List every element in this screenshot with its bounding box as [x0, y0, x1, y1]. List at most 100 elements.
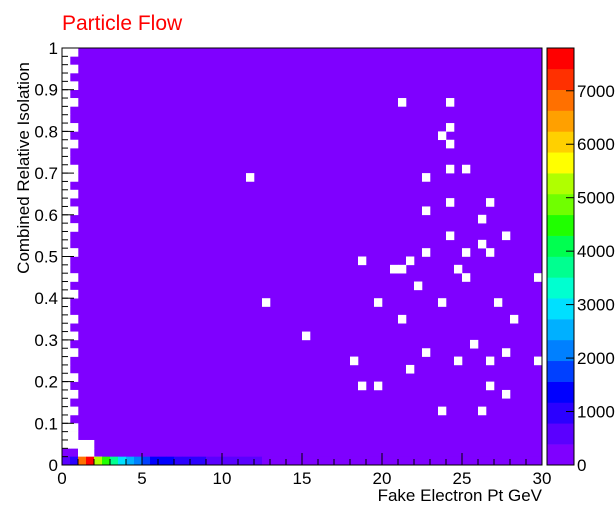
empty-cell: [62, 223, 71, 232]
y-tick-label: 0.6: [34, 206, 58, 225]
empty-cell: [62, 406, 71, 416]
heatmap-cell: [382, 456, 391, 466]
heatmap-cell: [198, 456, 207, 466]
color-scale-segment: [547, 110, 574, 132]
color-scale-label: 5000: [577, 189, 615, 208]
empty-cell: [446, 198, 455, 207]
empty-cell: [62, 273, 71, 282]
color-scale-segment: [547, 402, 574, 424]
empty-cell: [70, 248, 79, 257]
empty-cell: [62, 248, 71, 257]
empty-cell: [70, 273, 79, 282]
empty-cell: [86, 448, 95, 457]
color-scale-segment: [547, 214, 574, 236]
color-scale-segment: [547, 381, 574, 403]
heatmap-cell: [526, 456, 535, 466]
empty-cell: [62, 73, 71, 82]
empty-cell: [62, 139, 71, 149]
heatmap-cell: [214, 456, 223, 466]
empty-cell: [374, 381, 383, 391]
heatmap-cell: [494, 456, 503, 466]
heatmap-cell: [102, 456, 111, 466]
color-scale-segment: [547, 319, 574, 341]
empty-cell: [70, 98, 79, 107]
empty-cell: [62, 431, 71, 441]
heatmap-cell: [158, 456, 167, 466]
heatmap-cell: [518, 456, 527, 466]
heatmap-cell: [342, 456, 351, 466]
heatmap-cell: [230, 456, 239, 466]
color-scale-segment: [547, 298, 574, 320]
heatmap-cell: [446, 456, 455, 466]
empty-cell: [398, 98, 407, 107]
y-tick-label: 0: [49, 456, 58, 475]
empty-cell: [62, 281, 71, 291]
empty-cell: [62, 339, 71, 349]
heatmap-cells: [62, 48, 543, 466]
color-scale-label: 0: [577, 456, 586, 475]
empty-cell: [446, 98, 455, 107]
heatmap-cell: [142, 456, 151, 466]
empty-cell: [70, 164, 79, 174]
x-tick-label: 0: [57, 469, 66, 488]
empty-cell: [62, 314, 71, 324]
color-scale-ticks: 0 1000 2000 3000 4000 5000 6000 7000: [566, 82, 615, 475]
empty-cell: [78, 439, 87, 449]
y-tick-label: 0.4: [34, 289, 58, 308]
empty-cell: [262, 298, 271, 307]
empty-cell: [70, 439, 79, 449]
empty-cell: [62, 331, 71, 341]
empty-cell: [478, 239, 487, 249]
heatmap-cell: [262, 456, 271, 466]
empty-cell: [62, 148, 71, 157]
color-scale-segment: [547, 48, 574, 70]
empty-cell: [478, 406, 487, 416]
empty-cell: [62, 56, 71, 65]
heatmap-cell: [478, 456, 487, 466]
heatmap-cell: [350, 456, 359, 466]
empty-cell: [62, 173, 71, 182]
color-scale-label: 7000: [577, 82, 615, 101]
heatmap-cell: [366, 456, 375, 466]
empty-cell: [62, 389, 71, 399]
empty-cell: [62, 348, 71, 357]
empty-cell: [70, 123, 79, 132]
heatmap-cell: [78, 456, 87, 466]
heatmap-cell: [510, 456, 519, 466]
heatmap-cell: [438, 456, 447, 466]
heatmap-cell: [222, 456, 231, 466]
x-tick-label: 5: [137, 469, 146, 488]
empty-cell: [62, 364, 71, 374]
heatmap-cell: [190, 456, 199, 466]
empty-cell: [486, 198, 495, 207]
empty-cell: [422, 206, 431, 216]
empty-cell: [494, 298, 503, 307]
empty-cell: [462, 248, 471, 257]
x-axis-ticks: 0 5 10 15 20 25 30: [57, 453, 551, 488]
heatmap-cell: [166, 456, 175, 466]
heatmap-cell: [182, 456, 191, 466]
heatmap-cell: [94, 456, 103, 466]
color-scale-segment: [547, 193, 574, 216]
empty-cell: [438, 406, 447, 416]
empty-cell: [62, 414, 71, 424]
empty-cell: [62, 439, 71, 449]
empty-cell: [62, 289, 71, 299]
empty-cell: [70, 314, 79, 324]
empty-cell: [62, 48, 71, 57]
y-axis-label: Combined Relative Isolation: [14, 62, 33, 274]
heatmap-cell: [534, 456, 543, 466]
heatmap-cell: [326, 456, 335, 466]
empty-cell: [62, 264, 71, 274]
heatmap-cell: [334, 456, 343, 466]
x-tick-label: 30: [533, 469, 552, 488]
empty-cell: [62, 398, 71, 407]
empty-cell: [486, 381, 495, 391]
empty-cell: [62, 231, 71, 241]
y-tick-label: 0.9: [34, 81, 58, 100]
empty-cell: [446, 123, 455, 132]
heatmap-cell: [462, 456, 471, 466]
empty-cell: [358, 256, 367, 266]
heatmap-cell: [310, 456, 319, 466]
